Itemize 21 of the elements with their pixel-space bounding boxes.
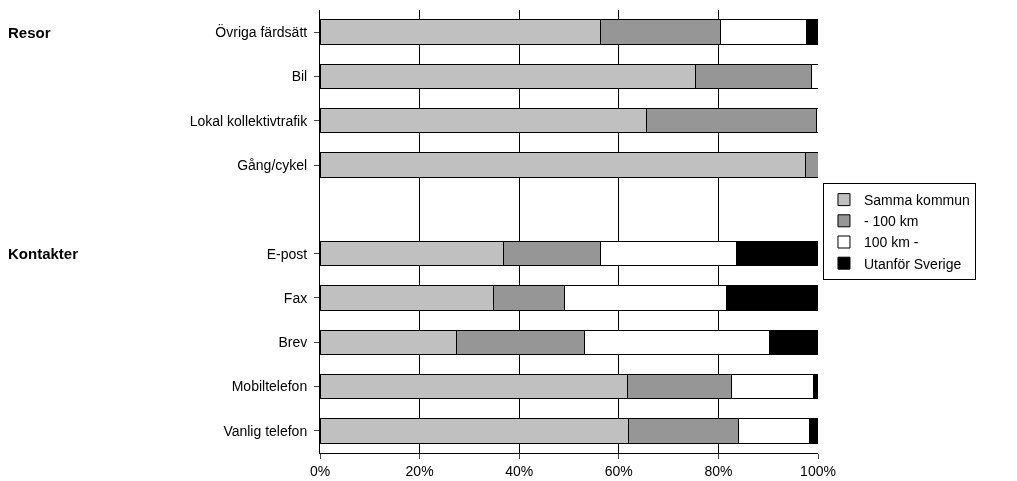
y-tick-label: Bil: [291, 68, 308, 85]
y-tick-label: Brev: [278, 334, 308, 351]
x-tick-label: 60%: [604, 462, 633, 479]
y-tick-label: Fax: [283, 289, 308, 306]
y-tick-label: Vanlig telefon: [223, 422, 308, 439]
legend-label: - 100 km: [863, 213, 919, 230]
text: Kontakter: [8, 245, 79, 262]
legend-label: Utanför Sverige: [863, 255, 962, 272]
text: Resor: [8, 24, 51, 41]
x-tick-label: 40%: [505, 462, 534, 479]
y-tick-label: Gång/cykel: [237, 156, 308, 173]
legend-label: Samma kommun: [863, 192, 970, 209]
x-tick-label: 100%: [800, 462, 836, 479]
x-tick-label: 20%: [405, 462, 434, 479]
y-tick-label: E-post: [266, 245, 308, 262]
x-tick-label: 80%: [704, 462, 733, 479]
legend-label: 100 km -: [863, 234, 919, 251]
y-tick-label: Lokal kollektivtrafik: [189, 112, 309, 129]
y-tick-label: Övriga färdsätt: [215, 23, 308, 41]
x-tick-label: 0%: [309, 462, 331, 479]
y-tick-label: Mobiltelefon: [231, 378, 308, 395]
